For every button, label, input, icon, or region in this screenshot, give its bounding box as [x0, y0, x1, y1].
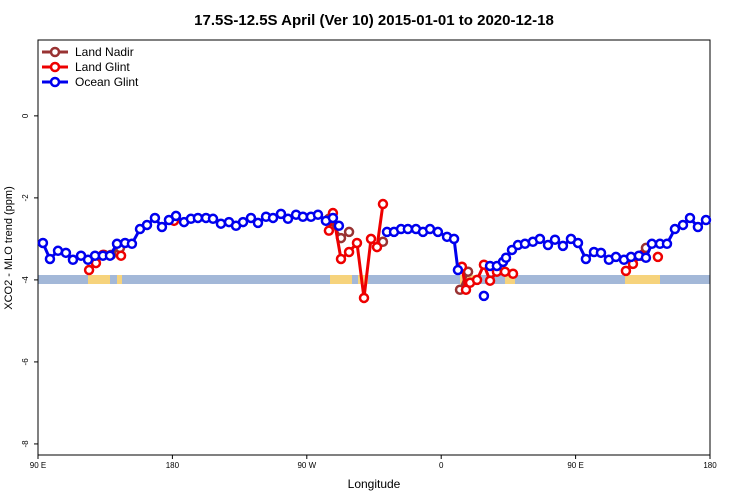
- data-point: [402, 223, 414, 235]
- data-point: [692, 221, 704, 233]
- plot-frame: [37, 39, 711, 456]
- data-point: [323, 225, 335, 236]
- data-point: [141, 219, 153, 231]
- data-point: [111, 238, 123, 250]
- data-point: [652, 251, 664, 263]
- data-point: [149, 212, 161, 224]
- data-point: [684, 212, 696, 224]
- legend-label: Land Nadir: [75, 45, 134, 59]
- data-point: [507, 268, 519, 279]
- legend-marker: [49, 46, 61, 58]
- y-tick-label: 0: [21, 113, 30, 118]
- data-point: [275, 208, 287, 220]
- data-point: [267, 212, 279, 224]
- data-point: [542, 239, 554, 251]
- data-point: [335, 253, 347, 265]
- data-point: [245, 212, 257, 224]
- data-point: [358, 292, 370, 304]
- data-point: [471, 274, 483, 286]
- data-point: [677, 219, 689, 231]
- x-tick-label: 90 E: [30, 461, 46, 470]
- land-patch: [330, 275, 352, 284]
- y-tick-label: -6: [21, 358, 30, 366]
- data-point: [297, 211, 309, 222]
- data-point: [192, 212, 204, 224]
- land-patch: [88, 275, 110, 284]
- data-point: [67, 254, 79, 266]
- data-point: [432, 226, 444, 238]
- data-point: [452, 264, 464, 276]
- x-axis-label: Longitude: [348, 477, 401, 491]
- data-point: [700, 214, 712, 226]
- y-tick-label: -8: [21, 440, 30, 448]
- land-patch: [625, 275, 660, 284]
- data-point: [580, 253, 592, 265]
- data-point: [215, 218, 227, 229]
- chart-title: 17.5S-12.5S April (Ver 10) 2015-01-01 to…: [194, 12, 554, 29]
- x-tick-label: 180: [166, 461, 180, 470]
- data-point: [484, 275, 496, 286]
- data-point: [557, 240, 569, 252]
- legend-marker: [49, 76, 61, 88]
- data-point: [625, 251, 637, 263]
- data-point: [170, 210, 182, 222]
- data-point: [312, 209, 324, 220]
- legend-marker: [49, 61, 61, 73]
- data-point: [83, 264, 95, 276]
- data-point: [252, 217, 264, 229]
- legend-label: Ocean Glint: [75, 75, 139, 89]
- data-point: [104, 250, 116, 261]
- data-point: [343, 226, 355, 238]
- data-point: [237, 216, 249, 228]
- data-point: [669, 223, 681, 235]
- data-point: [333, 220, 345, 232]
- land-patch: [117, 275, 122, 284]
- land-ocean-strip: [38, 275, 710, 284]
- data-point: [351, 237, 363, 249]
- data-point: [661, 238, 673, 250]
- data-point: [595, 247, 607, 259]
- data-point: [282, 213, 294, 225]
- data-point: [156, 221, 168, 233]
- land-patch: [505, 275, 515, 284]
- y-tick-label: -2: [21, 194, 30, 202]
- data-point: [500, 252, 512, 264]
- data-point: [37, 237, 49, 249]
- x-tick-label: 90 W: [297, 461, 316, 470]
- data-point: [646, 238, 658, 250]
- x-tick-label: 90 E: [567, 461, 583, 470]
- data-point: [499, 266, 511, 277]
- data-point: [343, 246, 355, 258]
- data-point: [640, 252, 652, 264]
- data-point: [207, 213, 219, 225]
- y-tick-label: -4: [21, 276, 30, 284]
- data-point: [327, 212, 339, 224]
- data-point: [44, 253, 56, 265]
- ocean-band: [38, 275, 710, 284]
- data-point: [478, 290, 490, 302]
- data-point: [534, 233, 546, 245]
- x-tick-label: 180: [703, 461, 717, 470]
- data-point: [126, 238, 138, 250]
- legend-label: Land Glint: [75, 60, 130, 74]
- data-point: [620, 265, 632, 277]
- y-axis-label: XCO2 - MLO trend (ppm): [3, 186, 15, 309]
- data-point: [448, 233, 460, 245]
- data-point: [572, 237, 584, 249]
- data-point: [371, 241, 383, 253]
- data-point: [60, 247, 72, 259]
- data-point: [377, 198, 389, 210]
- data-point: [365, 233, 377, 245]
- x-tick-label: 0: [439, 461, 444, 470]
- data-point: [610, 251, 622, 263]
- data-point: [549, 234, 561, 245]
- data-point: [115, 250, 127, 261]
